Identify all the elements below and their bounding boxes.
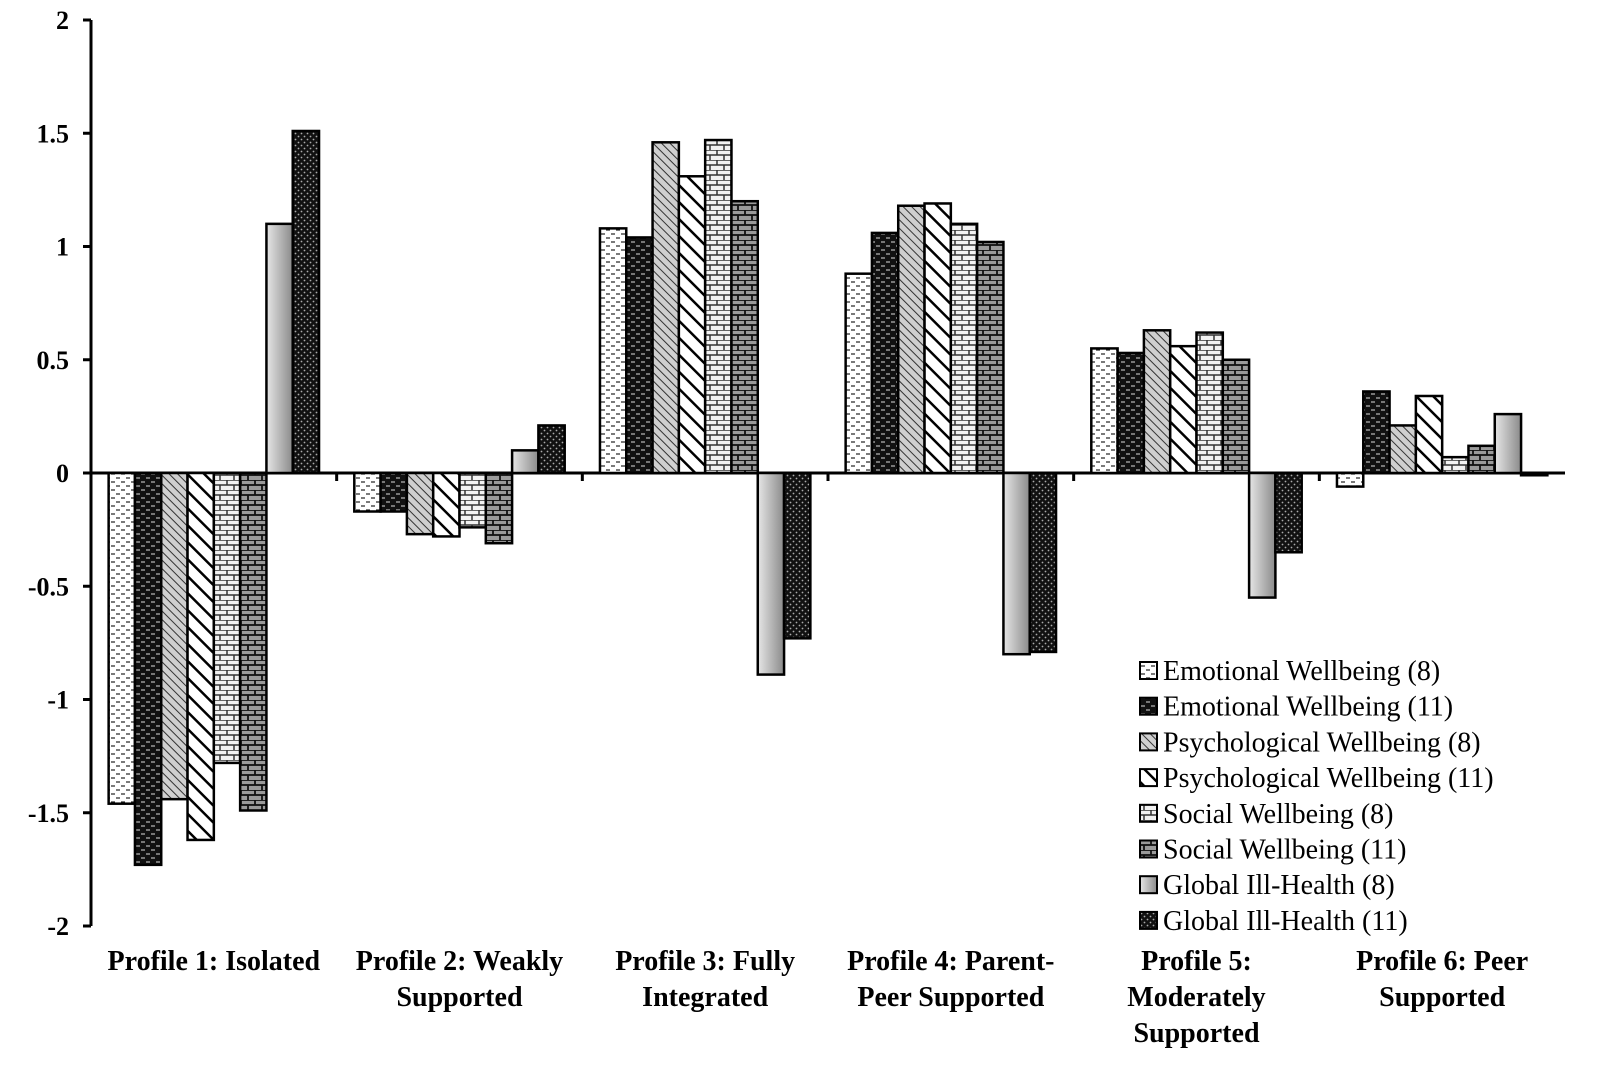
bar xyxy=(756,471,786,676)
bar xyxy=(1168,344,1198,475)
y-tick-label: -2 xyxy=(47,912,69,941)
legend-label: Social Wellbeing (11) xyxy=(1163,835,1406,866)
bar xyxy=(484,471,514,545)
y-axis: 2 1.5 1 0.5 0 -0.5 -1 -1.5 -2 xyxy=(28,6,93,941)
bar xyxy=(159,471,189,801)
x-axis: Profile 1: Isolated Profile 2: Weakly Supp… xyxy=(91,471,1565,1049)
x-category-label-line: Profile 1: Isolated xyxy=(108,946,321,977)
legend: Emotional Wellbeing (8) Emotional Wellbei… xyxy=(1139,656,1494,937)
bar xyxy=(1519,471,1549,477)
bar xyxy=(186,471,216,842)
bar xyxy=(703,138,733,475)
legend-label: Global Ill-Health (11) xyxy=(1163,906,1408,937)
bar xyxy=(949,222,979,475)
y-tick-label: 2 xyxy=(56,6,69,35)
bar xyxy=(107,471,137,805)
bar xyxy=(1493,412,1523,475)
legend-swatch xyxy=(1139,803,1158,823)
bar xyxy=(265,222,294,475)
x-category-label-line: Profile 6: Peer xyxy=(1356,946,1528,977)
bar xyxy=(598,227,628,475)
bar xyxy=(1142,329,1172,475)
bar xyxy=(844,272,874,475)
y-tick-label: -0.5 xyxy=(28,572,69,601)
x-category-label: Profile 1: Isolated xyxy=(108,946,321,977)
bar xyxy=(1467,444,1497,475)
bar xyxy=(1247,471,1277,599)
bar xyxy=(212,471,242,765)
bar xyxy=(625,236,654,475)
legend-swatch xyxy=(1139,696,1158,716)
x-category-label: Profile 5: Moderately Supported xyxy=(1127,946,1265,1049)
legend-swatch xyxy=(1139,732,1158,752)
x-category-label-line: Supported xyxy=(1133,1018,1259,1049)
legend-swatch xyxy=(1139,839,1158,859)
bar xyxy=(291,129,321,475)
bar xyxy=(1195,331,1225,475)
x-category-label-line: Supported xyxy=(396,982,522,1013)
x-category-label-line: Integrated xyxy=(642,982,768,1013)
bar xyxy=(133,471,163,867)
bar xyxy=(510,449,540,475)
x-category-label: Profile 6: Peer Supported xyxy=(1356,946,1528,1013)
bar xyxy=(1335,471,1365,488)
bar xyxy=(1414,394,1444,475)
x-category-label-line: Profile 3: Fully xyxy=(615,946,795,977)
bar xyxy=(1090,347,1119,475)
bar xyxy=(1221,358,1251,475)
bar xyxy=(1116,351,1146,475)
bar xyxy=(1274,471,1303,554)
bar xyxy=(870,231,900,475)
y-tick-label: 0.5 xyxy=(37,346,70,375)
y-tick-label: 1.5 xyxy=(37,119,70,148)
bar xyxy=(1028,471,1058,654)
legend-swatch xyxy=(1139,910,1158,930)
bar xyxy=(537,424,566,475)
bar xyxy=(1362,390,1391,475)
bar xyxy=(379,471,409,513)
x-category-label-line: Peer Supported xyxy=(857,982,1044,1013)
x-category-label-line: Profile 2: Weakly xyxy=(356,946,563,977)
x-category-label-line: Profile 5: xyxy=(1141,946,1252,977)
bar xyxy=(975,240,1005,475)
legend-label: Global Ill-Health (8) xyxy=(1163,870,1395,901)
bar xyxy=(896,204,926,475)
bar xyxy=(458,471,488,529)
bar xyxy=(431,471,461,538)
bar xyxy=(730,199,760,475)
x-category-label-line: Moderately xyxy=(1127,982,1265,1013)
x-category-label: Profile 2: Weakly Supported xyxy=(356,946,563,1013)
y-tick-label: 1 xyxy=(56,233,69,262)
bar xyxy=(353,471,382,513)
bar xyxy=(238,471,268,812)
bar xyxy=(782,471,812,640)
bar xyxy=(1440,455,1470,475)
y-tick-label: 0 xyxy=(56,459,69,488)
y-tick-label: -1 xyxy=(47,686,69,715)
bar xyxy=(405,471,435,536)
x-category-label: Profile 3: Fully Integrated xyxy=(615,946,795,1013)
bar xyxy=(1388,424,1418,475)
legend-label: Emotional Wellbeing (11) xyxy=(1163,692,1453,723)
x-category-label: Profile 4: Parent- Peer Supported xyxy=(847,946,1054,1013)
bar xyxy=(677,175,707,475)
legend-swatch xyxy=(1139,661,1158,680)
bar xyxy=(923,202,953,475)
bar xyxy=(651,141,681,475)
legend-swatch xyxy=(1139,768,1158,788)
bar xyxy=(1002,471,1031,656)
legend-swatch xyxy=(1139,875,1158,895)
y-tick-label: -1.5 xyxy=(28,799,69,828)
bars xyxy=(107,129,1549,867)
legend-label: Psychological Wellbeing (11) xyxy=(1163,763,1494,794)
legend-label: Emotional Wellbeing (8) xyxy=(1163,656,1440,687)
x-category-label-line: Profile 4: Parent- xyxy=(847,946,1054,977)
legend-label: Social Wellbeing (8) xyxy=(1163,799,1394,830)
legend-label: Psychological Wellbeing (8) xyxy=(1163,727,1481,758)
x-category-label-line: Supported xyxy=(1379,982,1505,1013)
